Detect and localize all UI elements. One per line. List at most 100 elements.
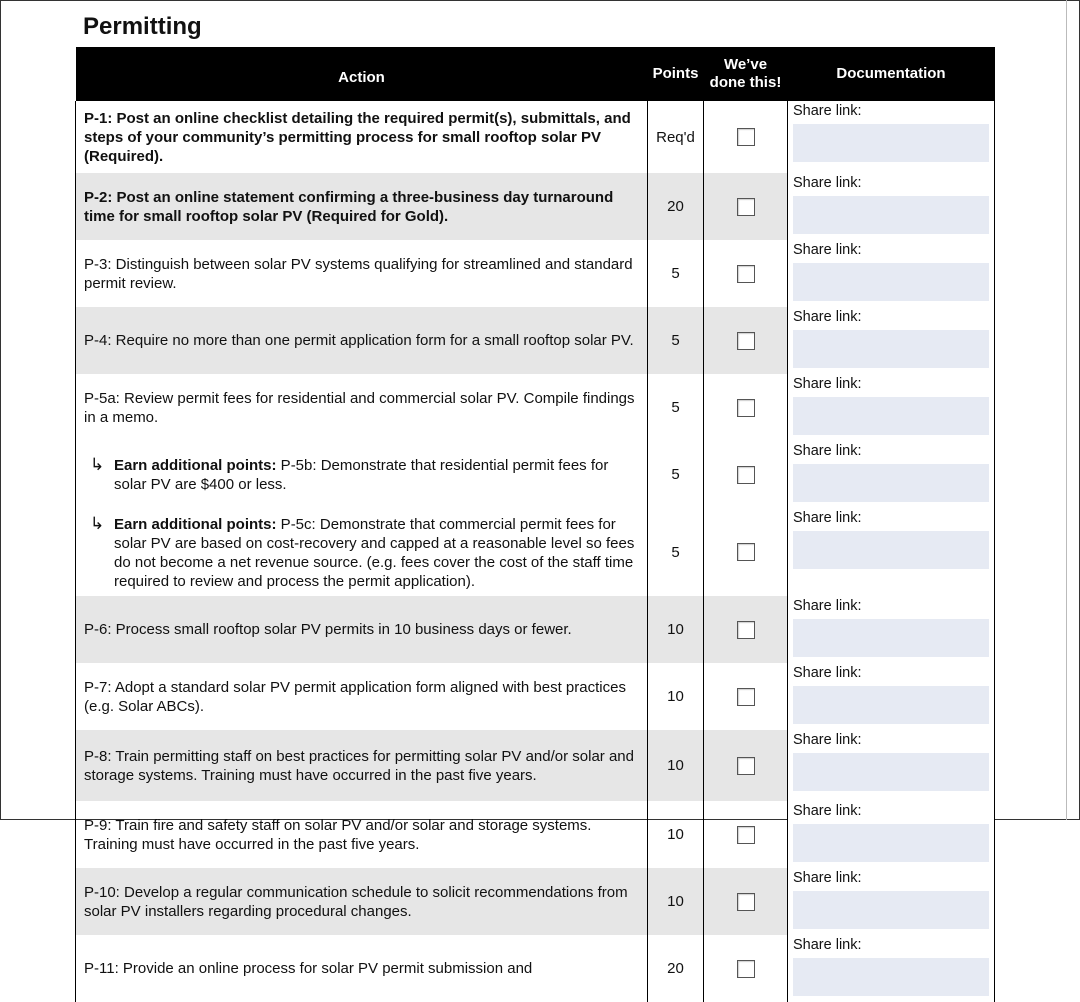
header-done: We’ve done this!: [703, 47, 788, 101]
action-cell: P-10: Develop a regular communication sc…: [75, 868, 648, 935]
share-link-label: Share link:: [793, 242, 862, 258]
action-bold: Earn additional points:: [114, 457, 277, 474]
points-cell: 10: [647, 868, 704, 935]
done-checkbox[interactable]: [736, 959, 755, 978]
action-text: P-7: Adopt a standard solar PV permit ap…: [84, 678, 626, 715]
points-cell: 5: [647, 441, 704, 508]
points-cell: 5: [647, 508, 704, 596]
action-bold: Earn additional points:: [114, 515, 277, 533]
share-link-input[interactable]: [793, 686, 989, 724]
action-text: P-5a: Review permit fees for residential…: [84, 389, 635, 426]
done-checkbox[interactable]: [736, 543, 755, 561]
action-bold: P-1: Post an online checklist detailing …: [84, 109, 631, 165]
share-link-input[interactable]: [793, 263, 989, 301]
action-cell: P-8: Train permitting staff on best prac…: [75, 730, 648, 801]
done-cell: [703, 730, 788, 801]
header-points: Points: [647, 47, 704, 101]
share-link-input[interactable]: [793, 891, 989, 929]
share-link-input[interactable]: [793, 753, 989, 791]
points-cell: 20: [647, 173, 704, 240]
points-cell: 20: [647, 935, 704, 1002]
table-row: P-6: Process small rooftop solar PV perm…: [75, 596, 995, 663]
action-cell: P-5a: Review permit fees for residential…: [75, 374, 648, 441]
points-cell: 5: [647, 307, 704, 374]
share-link-input[interactable]: [793, 531, 989, 569]
done-checkbox[interactable]: [736, 331, 755, 350]
share-link-label: Share link:: [793, 376, 862, 392]
documentation-cell: Share link:: [787, 868, 995, 935]
action-cell: P-1: Post an online checklist detailing …: [75, 101, 648, 173]
done-cell: [703, 441, 788, 508]
share-link-label: Share link:: [793, 598, 862, 614]
action-text: P-3: Distinguish between solar PV system…: [84, 255, 633, 292]
action-text: P-10: Develop a regular communication sc…: [84, 883, 628, 920]
done-cell: [703, 663, 788, 730]
documentation-cell: Share link:: [787, 508, 995, 596]
share-link-input[interactable]: [793, 824, 989, 862]
done-cell: [703, 868, 788, 935]
action-cell: ↳ Earn additional points: P-5c: Demonstra…: [75, 508, 648, 596]
done-cell: [703, 240, 788, 307]
arrow-icon: ↳: [90, 455, 105, 474]
documentation-cell: Share link:: [787, 101, 995, 173]
done-checkbox[interactable]: [736, 197, 755, 216]
done-checkbox[interactable]: [736, 398, 755, 417]
table-row: P-5a: Review permit fees for residential…: [75, 374, 995, 441]
points-cell: 10: [647, 663, 704, 730]
share-link-input[interactable]: [793, 196, 989, 234]
table-row: ↳ Earn additional points: P-5c: Demonstra…: [75, 508, 995, 596]
done-checkbox[interactable]: [736, 620, 755, 639]
done-cell: [703, 596, 788, 663]
action-text: P-5b: Demonstrate that residential permi…: [114, 457, 609, 493]
points-cell: Req'd: [647, 101, 704, 173]
done-checkbox[interactable]: [736, 892, 755, 911]
table-row: P-7: Adopt a standard solar PV permit ap…: [75, 663, 995, 730]
action-text: P-4: Require no more than one permit app…: [84, 332, 634, 349]
section-title: Permitting: [83, 13, 202, 40]
done-checkbox[interactable]: [736, 825, 755, 844]
documentation-cell: Share link:: [787, 596, 995, 663]
done-cell: [703, 935, 788, 1002]
points-cell: 10: [647, 801, 704, 868]
action-text: P-8: Train permitting staff on best prac…: [84, 747, 634, 784]
documentation-cell: Share link:: [787, 307, 995, 374]
done-checkbox[interactable]: [736, 687, 755, 706]
documentation-cell: Share link:: [787, 935, 995, 1002]
documentation-cell: Share link:: [787, 663, 995, 730]
points-cell: 5: [647, 374, 704, 441]
done-cell: [703, 307, 788, 374]
share-link-input[interactable]: [793, 397, 989, 435]
header-documentation: Documentation: [787, 47, 995, 101]
action-cell: P-11: Provide an online process for sola…: [75, 935, 648, 1002]
documentation-cell: Share link:: [787, 730, 995, 801]
table-row: P-1: Post an online checklist detailing …: [75, 101, 995, 173]
action-cell: P-4: Require no more than one permit app…: [75, 307, 648, 374]
action-cell: P-2: Post an online statement confirming…: [75, 173, 648, 240]
share-link-label: Share link:: [793, 443, 862, 459]
share-link-label: Share link:: [793, 937, 862, 953]
documentation-cell: Share link:: [787, 801, 995, 868]
done-checkbox[interactable]: [736, 128, 755, 146]
share-link-input[interactable]: [793, 464, 989, 502]
share-link-input[interactable]: [793, 958, 989, 996]
done-checkbox[interactable]: [736, 264, 755, 283]
done-cell: [703, 801, 788, 868]
share-link-label: Share link:: [793, 732, 862, 748]
done-checkbox[interactable]: [736, 756, 755, 775]
share-link-input[interactable]: [793, 619, 989, 657]
done-cell: [703, 374, 788, 441]
action-text: P-11: Provide an online process for sola…: [84, 960, 533, 977]
share-link-input[interactable]: [793, 330, 989, 368]
table-row: ↳ Earn additional points: P-5b: Demonstra…: [75, 441, 995, 508]
share-link-label: Share link:: [793, 175, 862, 191]
done-cell: [703, 508, 788, 596]
share-link-label: Share link:: [793, 510, 862, 526]
done-checkbox[interactable]: [736, 465, 755, 484]
points-cell: 5: [647, 240, 704, 307]
page-edge: [1066, 0, 1067, 820]
points-cell: 10: [647, 730, 704, 801]
share-link-input[interactable]: [793, 124, 989, 162]
done-cell: [703, 173, 788, 240]
action-text: P-6: Process small rooftop solar PV perm…: [84, 621, 572, 638]
action-text: P-5c: Demonstrate that commercial permit…: [114, 515, 635, 590]
